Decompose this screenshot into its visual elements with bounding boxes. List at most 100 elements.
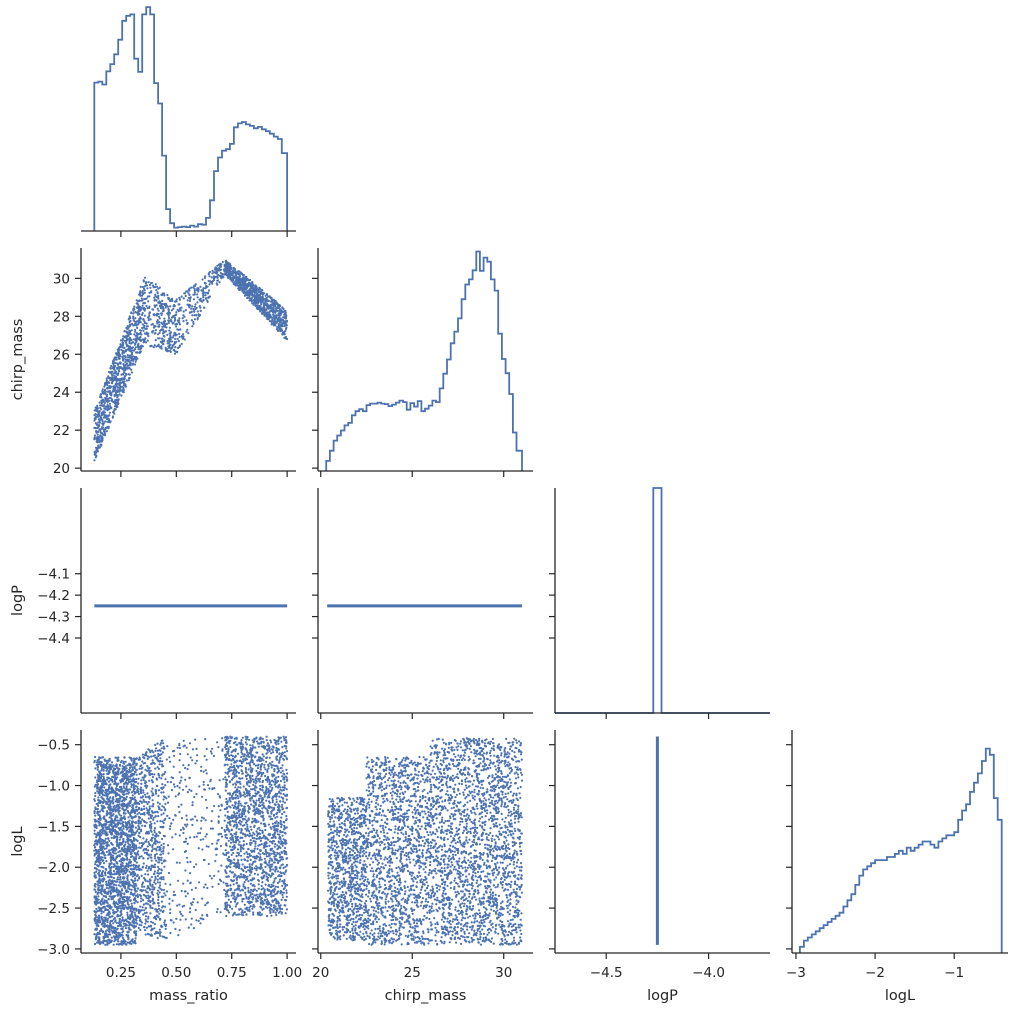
scatter-point xyxy=(135,773,138,776)
scatter-point xyxy=(114,938,117,941)
scatter-point xyxy=(118,828,121,832)
scatter-point xyxy=(142,798,145,802)
scatter-point xyxy=(160,895,164,898)
scatter-point xyxy=(125,906,128,909)
scatter-point xyxy=(107,792,110,795)
scatter-point xyxy=(116,927,119,930)
scatter-point xyxy=(234,270,237,274)
scatter-point xyxy=(129,910,132,913)
scatter-point xyxy=(95,856,98,859)
scatter-point xyxy=(118,942,121,946)
scatter-point xyxy=(161,299,164,302)
scatter-point xyxy=(106,797,109,801)
scatter-point xyxy=(151,322,154,326)
scatter-point xyxy=(142,837,145,840)
scatter-point xyxy=(154,877,157,880)
scatter-point xyxy=(107,807,110,810)
scatter-point xyxy=(107,376,110,379)
scatter-point xyxy=(115,860,118,864)
scatter-point xyxy=(178,335,181,338)
scatter-point xyxy=(116,390,119,393)
scatter-point xyxy=(230,276,233,280)
scatter-point xyxy=(128,928,131,931)
scatter-point xyxy=(164,330,168,333)
scatter-point xyxy=(129,780,132,783)
scatter-point xyxy=(95,786,99,789)
scatter-point xyxy=(100,893,103,896)
scatter-point xyxy=(122,941,125,944)
scatter-point xyxy=(153,324,156,327)
scatter-point xyxy=(279,312,283,315)
scatter-point xyxy=(100,865,103,868)
scatter-point xyxy=(114,929,117,932)
scatter-point xyxy=(93,434,97,437)
scatter-point xyxy=(101,832,104,835)
scatter-point xyxy=(204,291,208,294)
scatter-point xyxy=(282,319,285,322)
scatter-point xyxy=(117,759,120,762)
scatter-point xyxy=(106,810,109,813)
scatter-point xyxy=(100,401,103,405)
scatter-point xyxy=(99,861,102,864)
scatter-point xyxy=(121,907,124,910)
scatter-point xyxy=(169,336,172,339)
scatter-point xyxy=(98,932,102,936)
scatter-point xyxy=(123,767,126,771)
scatter-point xyxy=(135,846,138,849)
scatter-point xyxy=(132,763,135,766)
scatter-point xyxy=(124,385,128,388)
scatter-point xyxy=(99,907,102,910)
scatter-point xyxy=(101,805,104,809)
scatter-point xyxy=(102,937,105,940)
scatter-point xyxy=(134,897,137,900)
scatter-point xyxy=(118,789,121,793)
scatter-point xyxy=(108,764,111,767)
scatter-point xyxy=(156,820,159,823)
scatter-point xyxy=(127,373,130,376)
scatter-point xyxy=(121,848,124,851)
scatter-point xyxy=(96,833,99,836)
scatter-point xyxy=(183,315,186,318)
scatter-point xyxy=(158,304,162,307)
scatter-point xyxy=(104,871,107,874)
scatter-point xyxy=(157,907,160,911)
scatter-point xyxy=(108,411,111,414)
scatter-point xyxy=(198,298,201,301)
scatter-point xyxy=(203,306,206,309)
scatter-point xyxy=(145,848,148,851)
scatter-point xyxy=(124,812,127,815)
scatter-point xyxy=(172,307,175,310)
scatter-point xyxy=(134,360,137,363)
scatter-point xyxy=(141,885,144,888)
scatter-point xyxy=(169,305,172,308)
scatter-point xyxy=(134,363,137,366)
scatter-point xyxy=(133,343,137,346)
scatter-point xyxy=(117,782,120,785)
scatter-point xyxy=(95,836,98,839)
scatter-point xyxy=(153,304,156,307)
scatter-point xyxy=(129,907,132,911)
scatter-point xyxy=(136,326,139,329)
scatter-point xyxy=(145,327,148,330)
scatter-point xyxy=(94,849,97,852)
scatter-point xyxy=(149,879,152,882)
scatter-point xyxy=(234,284,237,287)
scatter-point xyxy=(259,297,263,300)
scatter-point xyxy=(97,880,100,883)
scatter-point xyxy=(126,931,130,934)
scatter-point xyxy=(106,901,109,904)
scatter-point xyxy=(137,815,140,818)
scatter-point xyxy=(94,755,97,759)
scatter-point xyxy=(144,918,147,921)
scatter-point xyxy=(150,859,153,862)
scatter-point xyxy=(131,810,134,814)
scatter-point xyxy=(129,323,132,326)
scatter-point xyxy=(162,842,165,845)
scatter-point xyxy=(108,396,112,400)
scatter-point xyxy=(108,414,111,417)
scatter-point xyxy=(246,285,249,288)
scatter-point xyxy=(172,305,175,308)
scatter-point xyxy=(136,830,139,833)
scatter-point xyxy=(110,836,113,839)
scatter-point xyxy=(182,320,185,323)
